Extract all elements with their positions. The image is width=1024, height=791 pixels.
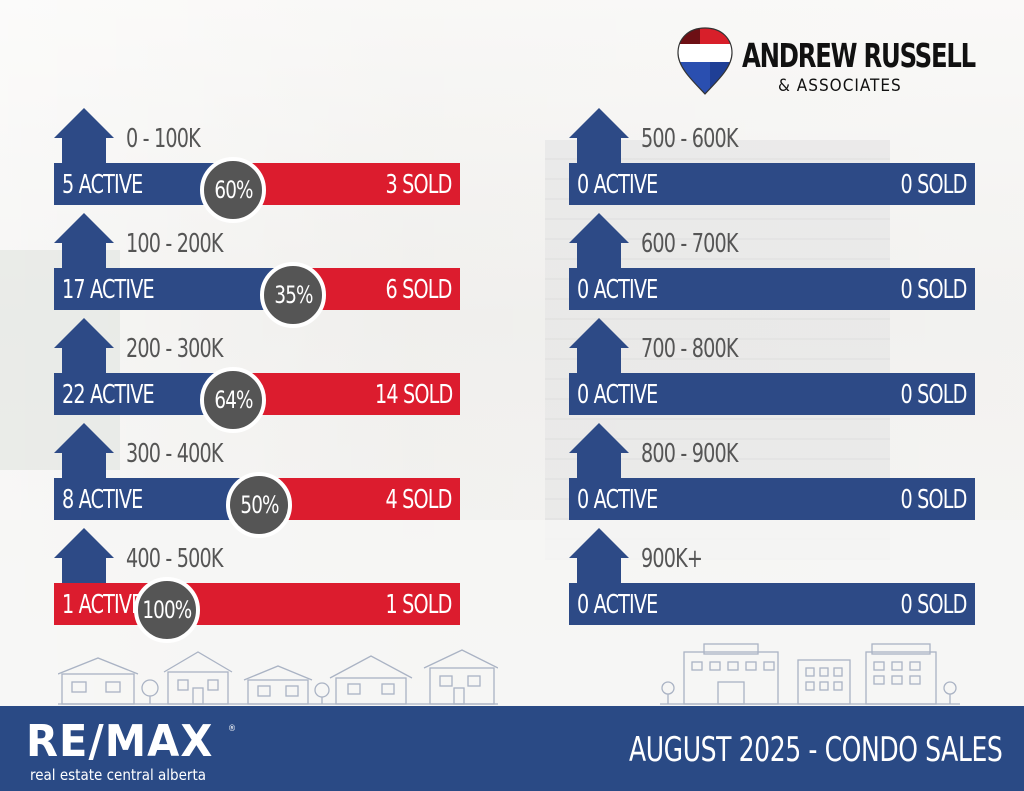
price-row-500-600k: 500 - 600K 0 ACTIVE 0 SOLD	[569, 108, 979, 212]
sold-count: 1 SOLD	[385, 590, 453, 620]
buildings-skyline-icon	[660, 643, 960, 705]
active-count: 0 ACTIVE	[577, 170, 658, 200]
sold-segment	[230, 163, 460, 205]
percent-value: 60%	[213, 176, 253, 204]
house-icon	[54, 318, 114, 384]
active-count: 0 ACTIVE	[577, 380, 658, 410]
registered-mark: ®	[228, 724, 237, 734]
sales-bar	[569, 373, 975, 415]
active-count: 17 ACTIVE	[62, 275, 155, 305]
house-icon	[569, 423, 629, 489]
percent-value: 35%	[273, 281, 313, 309]
sold-count: 0 SOLD	[900, 590, 968, 620]
active-count: 1 ACTIVE	[62, 590, 143, 620]
price-row-700-800k: 700 - 800K 0 ACTIVE 0 SOLD	[569, 318, 979, 422]
price-range-label: 700 - 800K	[641, 334, 739, 364]
price-row-200-300k: 200 - 300K 22 ACTIVE 14 SOLD 64%	[54, 318, 464, 433]
active-segment	[569, 163, 975, 205]
price-row-600-700k: 600 - 700K 0 ACTIVE 0 SOLD	[569, 213, 979, 317]
price-row-800-900k: 800 - 900K 0 ACTIVE 0 SOLD	[569, 423, 979, 527]
price-row-0-100k: 0 - 100K 5 ACTIVE 3 SOLD 60%	[54, 108, 464, 223]
price-range-label: 100 - 200K	[126, 229, 224, 259]
price-range-label: 300 - 400K	[126, 439, 224, 469]
house-icon	[54, 108, 114, 174]
brand-logo: ANDREW RUSSELL & ASSOCIATES	[676, 26, 976, 102]
remax-subtitle: real estate central alberta	[30, 766, 207, 784]
house-icon	[54, 528, 114, 594]
sales-bar	[569, 163, 975, 205]
active-segment	[569, 268, 975, 310]
percent-value: 50%	[239, 491, 279, 519]
active-segment	[54, 268, 294, 310]
report-title: AUGUST 2025 - CONDO SALES	[628, 730, 1003, 770]
active-count: 22 ACTIVE	[62, 380, 155, 410]
sales-bar	[54, 478, 460, 520]
house-icon	[569, 108, 629, 174]
price-range-label: 500 - 600K	[641, 124, 739, 154]
remax-logo: RE/MAX	[26, 716, 214, 767]
sold-segment	[54, 583, 460, 625]
active-segment	[569, 583, 975, 625]
percent-badge: 35%	[260, 262, 326, 328]
price-row-100-200k: 100 - 200K 17 ACTIVE 6 SOLD 35%	[54, 213, 464, 328]
house-icon	[54, 423, 114, 489]
price-row-400-500k: 400 - 500K 1 ACTIVE 1 SOLD 100%	[54, 528, 464, 643]
price-row-900k-plus: 900K+ 0 ACTIVE 0 SOLD	[569, 528, 979, 632]
percent-value: 64%	[213, 386, 253, 414]
sold-segment	[230, 373, 460, 415]
balloon-logo-icon	[677, 27, 733, 95]
brand-name: ANDREW RUSSELL	[742, 36, 976, 75]
house-icon	[569, 318, 629, 384]
percent-badge: 100%	[134, 577, 200, 643]
percent-badge: 50%	[226, 472, 292, 538]
sales-bar	[569, 268, 975, 310]
sales-bar	[54, 583, 460, 625]
price-range-label: 200 - 300K	[126, 334, 224, 364]
percent-badge: 64%	[200, 367, 266, 433]
active-count: 8 ACTIVE	[62, 485, 143, 515]
percent-value: 100%	[142, 596, 192, 624]
sold-count: 14 SOLD	[374, 380, 453, 410]
price-range-label: 900K+	[641, 544, 703, 574]
house-icon	[569, 213, 629, 279]
active-segment	[569, 373, 975, 415]
price-range-label: 400 - 500K	[126, 544, 224, 574]
sold-count: 0 SOLD	[900, 485, 968, 515]
active-count: 0 ACTIVE	[577, 485, 658, 515]
percent-badge: 60%	[200, 157, 266, 223]
sold-segment	[262, 478, 460, 520]
price-range-label: 800 - 900K	[641, 439, 739, 469]
active-count: 0 ACTIVE	[577, 275, 658, 305]
active-segment	[569, 478, 975, 520]
active-count: 0 ACTIVE	[577, 590, 658, 620]
houses-skyline-icon	[58, 649, 498, 705]
price-row-300-400k: 300 - 400K 8 ACTIVE 4 SOLD 50%	[54, 423, 464, 538]
sales-bar	[569, 478, 975, 520]
sold-count: 4 SOLD	[385, 485, 453, 515]
sold-count: 3 SOLD	[385, 170, 453, 200]
active-count: 5 ACTIVE	[62, 170, 143, 200]
sold-count: 6 SOLD	[385, 275, 453, 305]
sold-count: 0 SOLD	[900, 275, 968, 305]
sales-bar	[569, 583, 975, 625]
price-range-label: 600 - 700K	[641, 229, 739, 259]
sold-count: 0 SOLD	[900, 380, 968, 410]
sold-count: 0 SOLD	[900, 170, 968, 200]
sales-bar	[54, 163, 460, 205]
house-icon	[54, 213, 114, 279]
sales-bar	[54, 268, 460, 310]
price-range-label: 0 - 100K	[126, 124, 201, 154]
brand-subtitle: & ASSOCIATES	[778, 76, 902, 96]
footer-bar: RE/MAX ® real estate central alberta AUG…	[0, 706, 1024, 791]
house-icon	[569, 528, 629, 594]
